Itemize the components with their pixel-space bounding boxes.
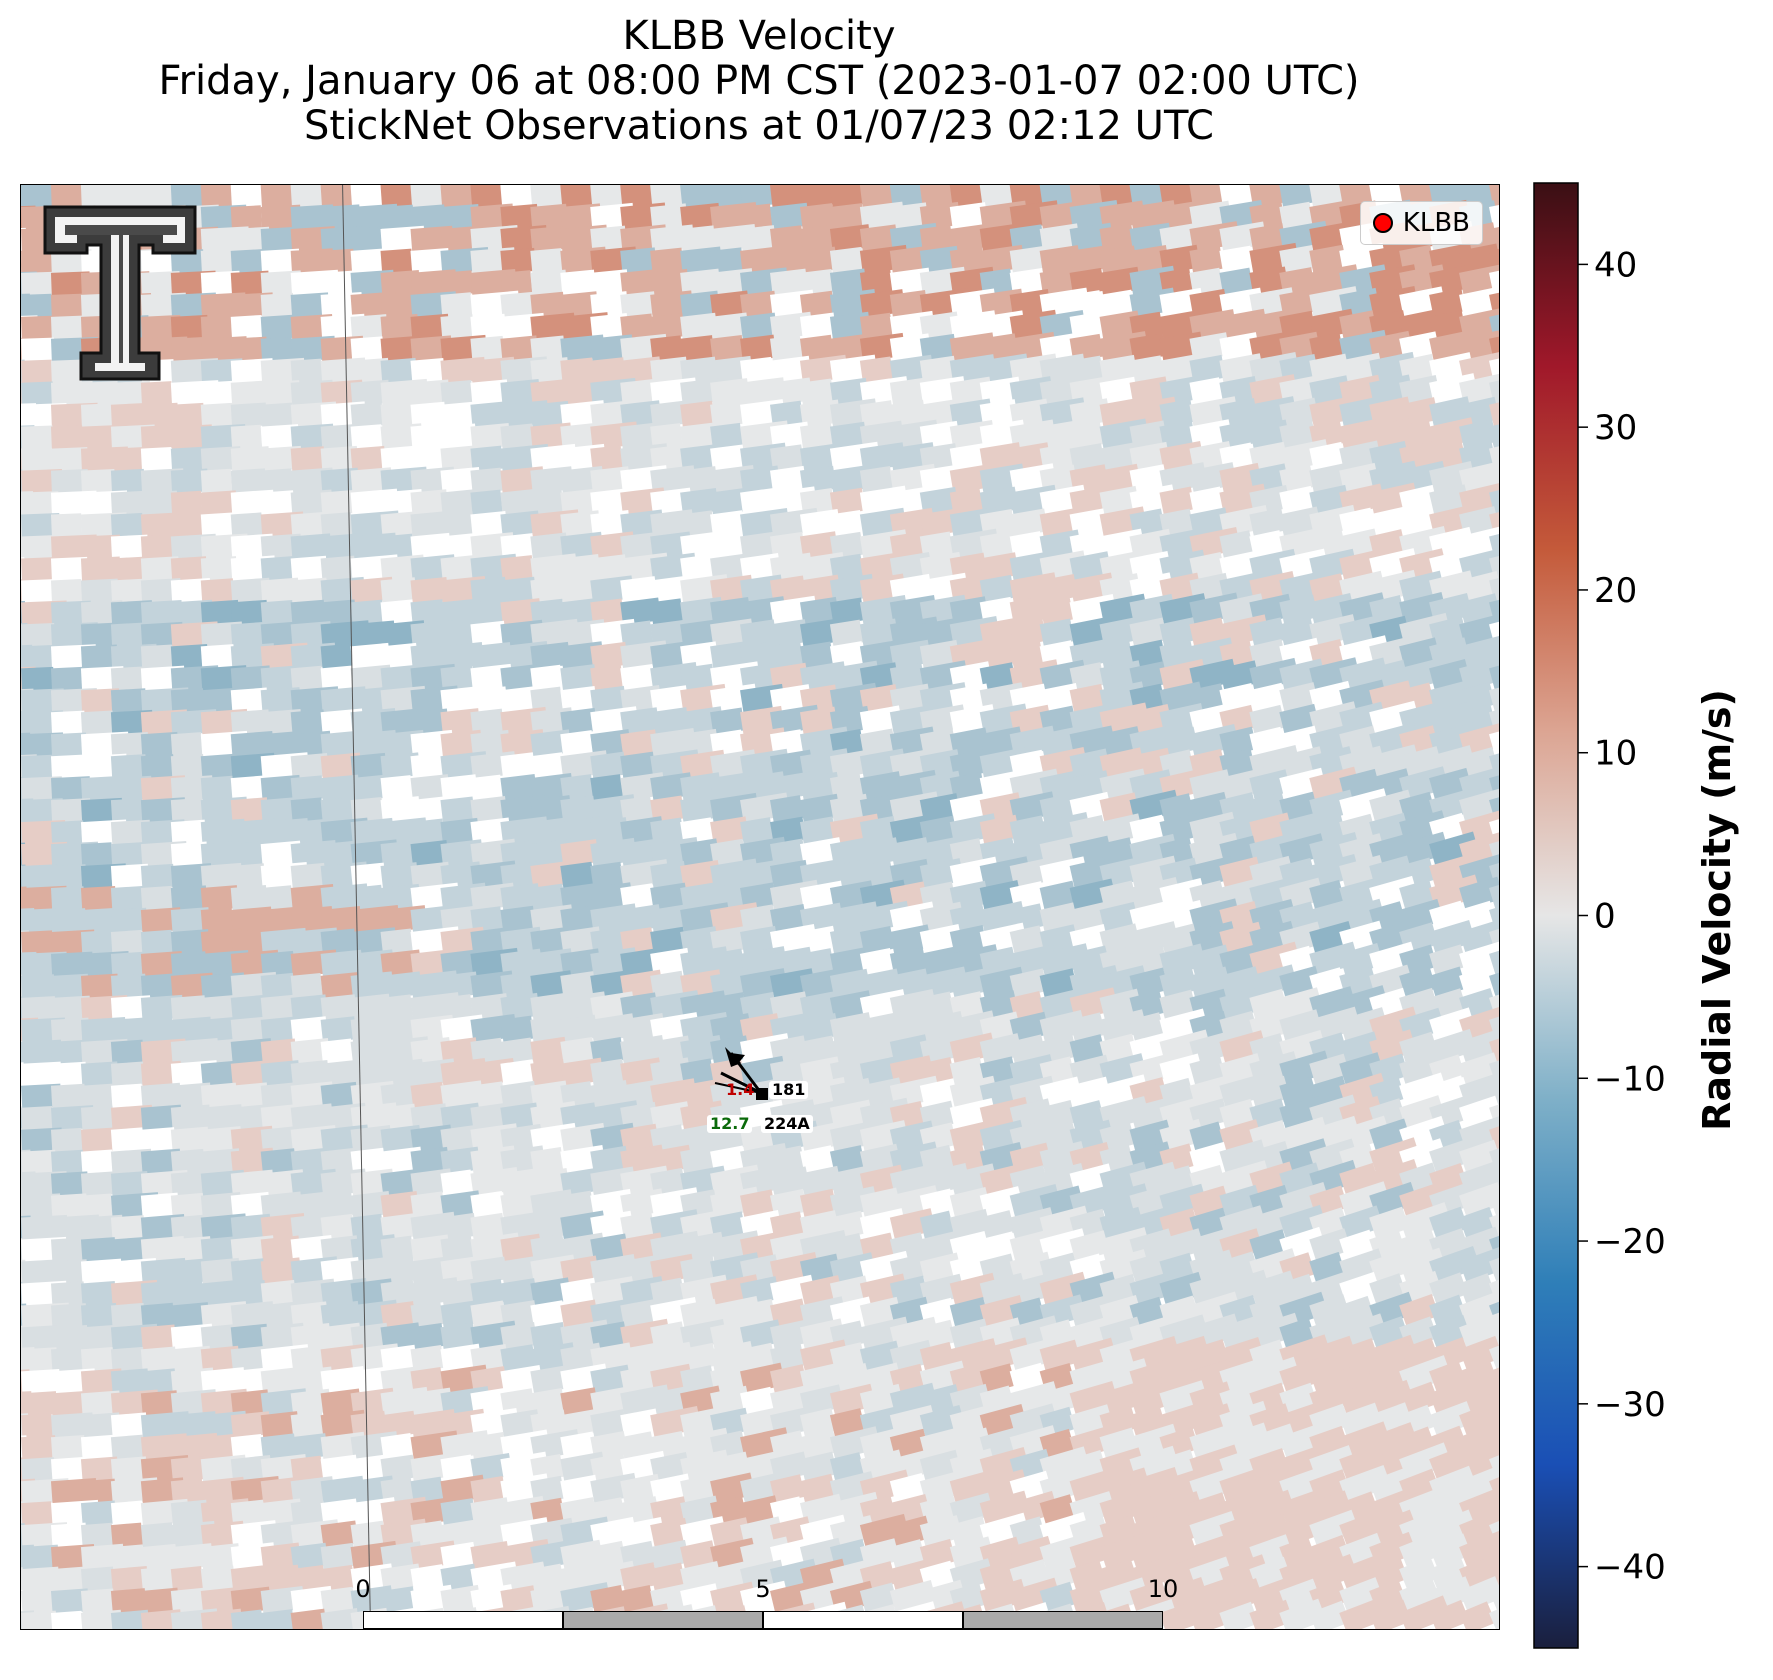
scalebar-segment (963, 1611, 1163, 1629)
station-wind-224A: 12.7 (707, 1115, 753, 1133)
texas-tech-logo-icon (43, 205, 197, 381)
scalebar-segment (363, 1611, 563, 1629)
station-id-181: 181 (769, 1081, 809, 1099)
map-legend: KLBB (1359, 201, 1483, 245)
colorbar-tick-label: −40 (1594, 1548, 1666, 1588)
colorbar-tick-label: −10 (1594, 1059, 1666, 1099)
chart-title-block: KLBB Velocity Friday, January 06 at 08:0… (0, 14, 1518, 149)
station-overlap-value: 1.4 (726, 1080, 755, 1099)
legend-label: KLBB (1402, 208, 1470, 238)
wind-barb-icon (714, 1047, 768, 1100)
title-line-3: StickNet Observations at 01/07/23 02:12 … (304, 103, 1214, 149)
scalebar-segment (763, 1611, 963, 1629)
colorbar-gradient (1533, 182, 1579, 1649)
title-line-2: Friday, January 06 at 08:00 PM CST (2023… (158, 58, 1360, 104)
colorbar-tick-label: 10 (1594, 734, 1637, 774)
colorbar-tick-label: 0 (1594, 897, 1616, 937)
radar-map-panel[interactable]: KLBB 1.4 181 12.7 224A 0 5 10 km (20, 184, 1500, 1630)
colorbar-tick-label: 30 (1594, 408, 1637, 448)
county-boundary-line (342, 185, 372, 1629)
colorbar-tick-label: 40 (1594, 245, 1637, 285)
colorbar-tick-label: −30 (1594, 1385, 1666, 1425)
colorbar-tick-label: −20 (1594, 1222, 1666, 1262)
scalebar-tick-10: 10 (1147, 1575, 1179, 1603)
scalebar: 0 5 10 km (355, 1575, 1178, 1629)
scalebar-tick-0: 0 (355, 1575, 371, 1603)
station-id-224A: 224A (761, 1115, 813, 1133)
colorbar: 40 30 20 10 0 −10 −20 −30 −40 Radial Velocity (m… (1533, 182, 1739, 1649)
radar-site-marker-icon (1372, 213, 1393, 233)
colorbar-tick-label: 20 (1594, 571, 1637, 611)
colorbar-label: Radial Velocity (m/s) (1695, 689, 1739, 1131)
radar-velocity-field (21, 185, 1499, 1629)
scalebar-segment (563, 1611, 763, 1629)
scalebar-tick-5: 5 (755, 1575, 771, 1603)
title-line-1: KLBB Velocity (622, 13, 896, 59)
